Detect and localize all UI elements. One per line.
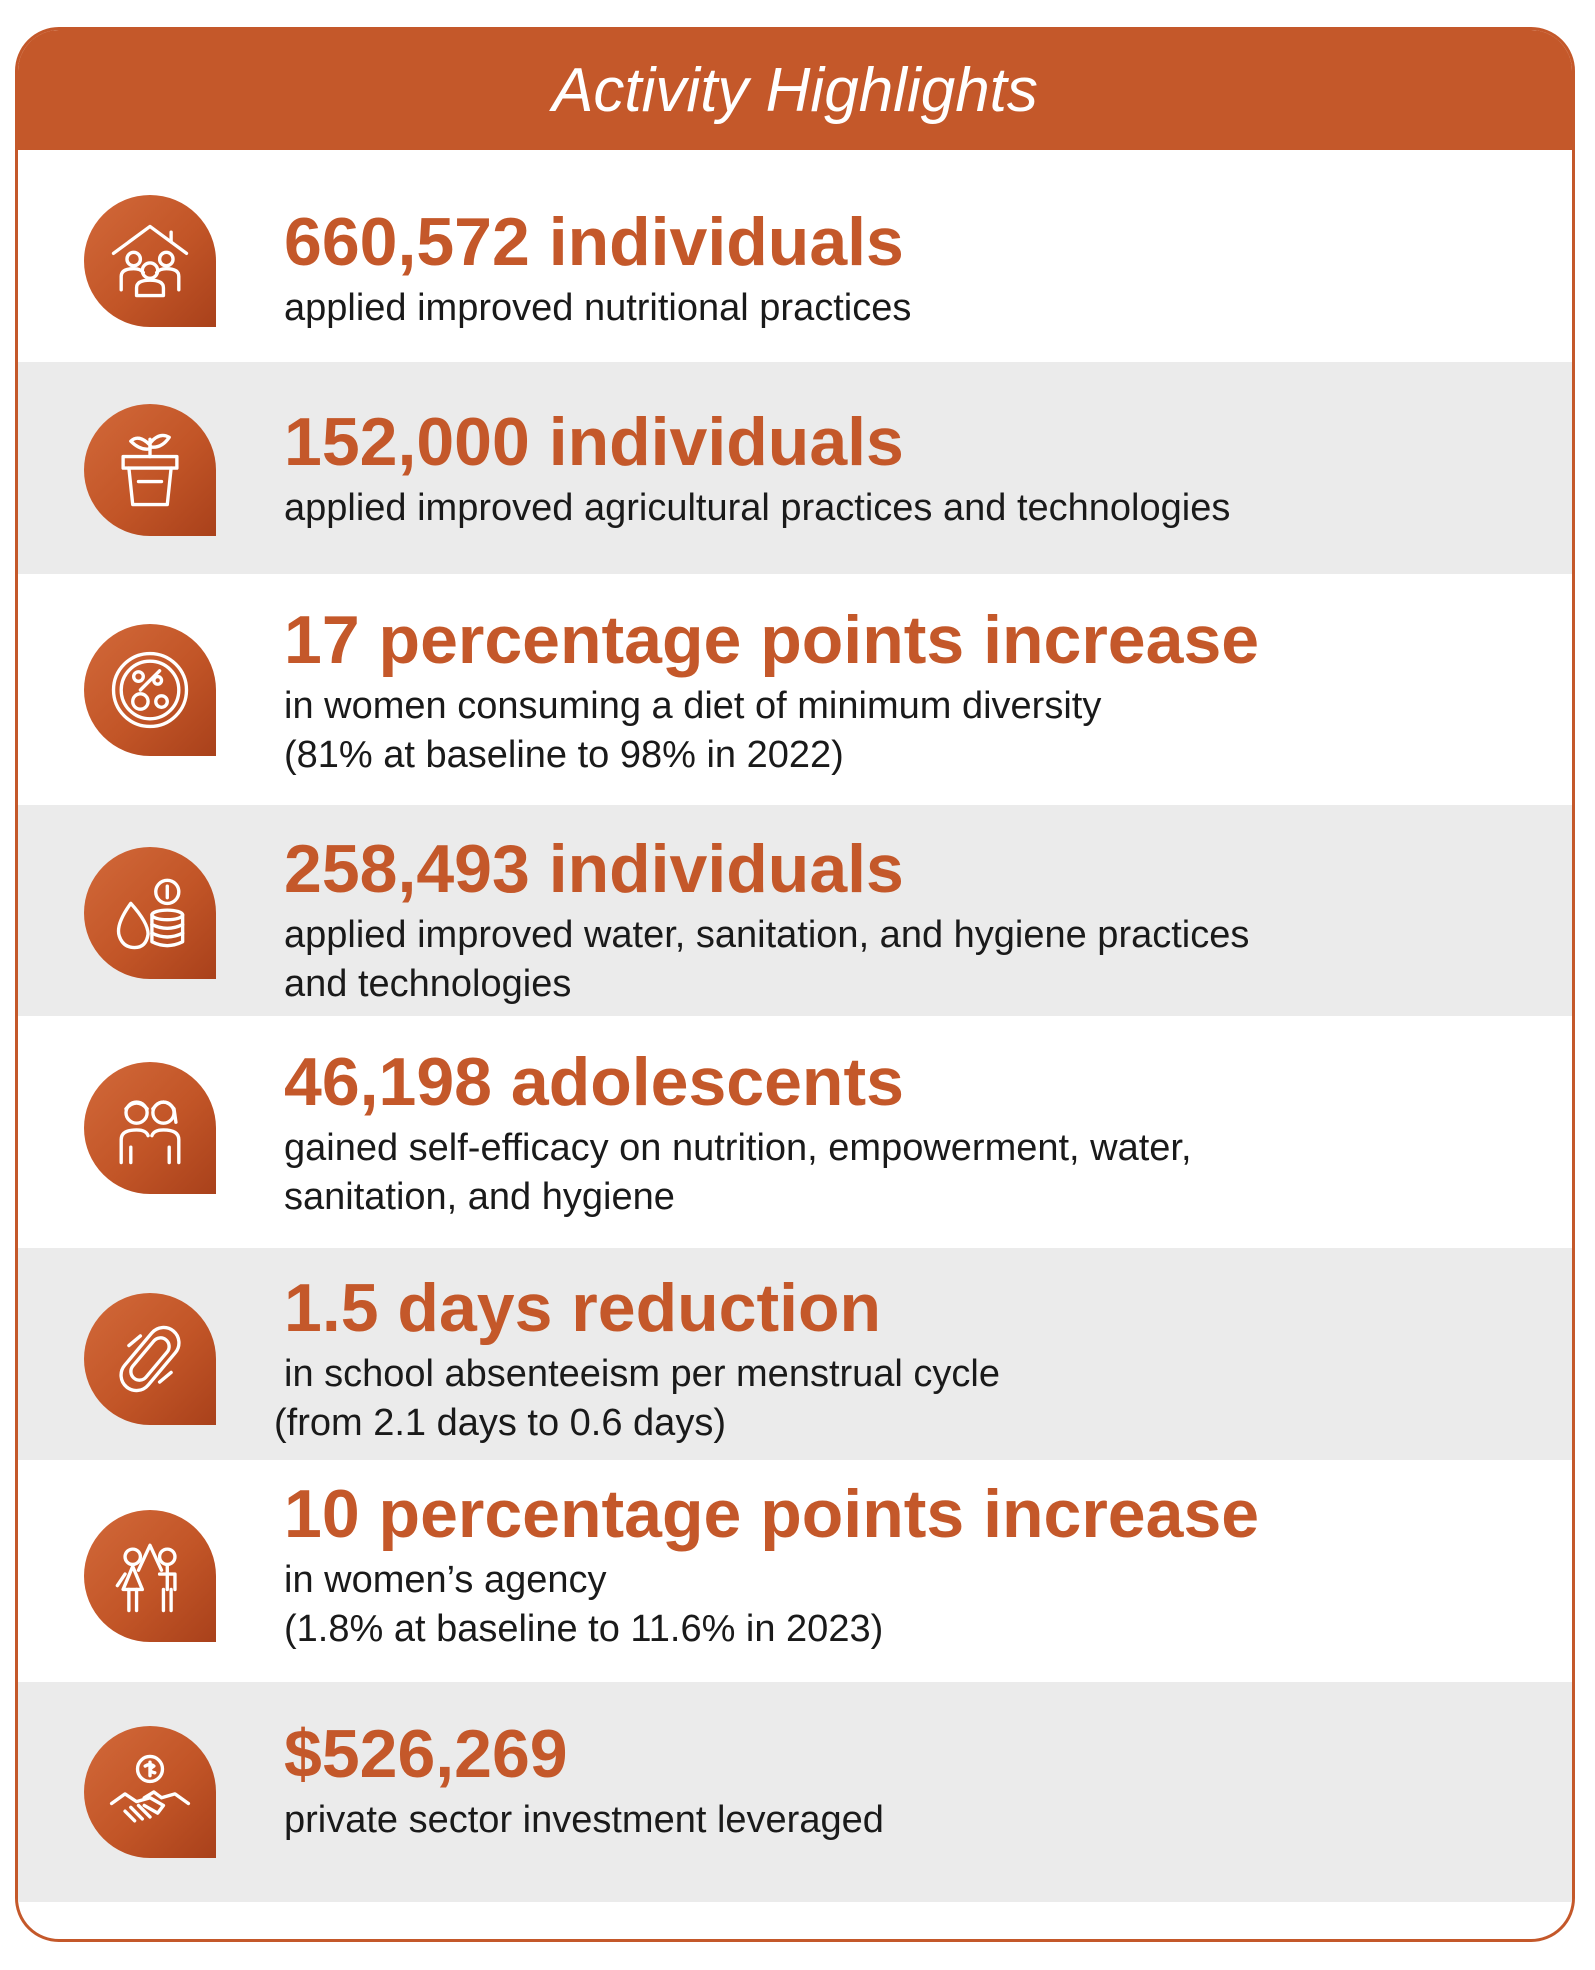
man-woman-high-five-icon (84, 1510, 216, 1642)
highlight-description: applied improved water, sanitation, and … (284, 914, 1250, 1005)
highlight-row: 660,572 individuals applied improved nut… (18, 150, 1572, 362)
highlight-stat: 17 percentage points increase (284, 602, 1260, 678)
adolescents-icon (84, 1062, 216, 1194)
highlight-row: 1.5 days reduction in school absenteeism… (18, 1248, 1572, 1460)
household-family-icon (84, 195, 216, 327)
highlight-stat: 660,572 individuals (284, 204, 904, 280)
card-title: Activity Highlights (552, 55, 1038, 125)
highlight-stat: 10 percentage points increase (284, 1476, 1260, 1552)
highlight-description: applied improved nutritional practices (284, 287, 912, 329)
handshake-dollar-icon (84, 1726, 216, 1858)
highlight-description: in women’s agency (1.8% at baseline to 1… (284, 1559, 884, 1650)
highlight-stat: $526,269 (284, 1716, 568, 1792)
highlight-description: in women consuming a diet of minimum div… (284, 685, 1102, 776)
highlight-row: 17 percentage points increase in women c… (18, 574, 1572, 805)
water-drop-coins-icon (84, 847, 216, 979)
highlight-row: 10 percentage points increase in women’s… (18, 1460, 1572, 1682)
highlight-description: applied improved agricultural practices … (284, 487, 1231, 529)
diverse-food-plate-icon (84, 624, 216, 756)
highlight-stat: 258,493 individuals (284, 831, 904, 907)
potted-seedling-icon (84, 404, 216, 536)
highlight-row: 152,000 individuals applied improved agr… (18, 362, 1572, 574)
card-header: Activity Highlights (18, 30, 1572, 150)
highlight-stat: 46,198 adolescents (284, 1044, 904, 1120)
highlight-row: 258,493 individuals applied improved wat… (18, 805, 1572, 1016)
highlight-row: $526,269 private sector investment lever… (18, 1682, 1572, 1902)
activity-highlights-card: Activity Highlights 660,572 individuals … (15, 27, 1575, 1942)
highlight-description: private sector investment leveraged (284, 1799, 884, 1841)
highlight-stat: 152,000 individuals (284, 404, 904, 480)
highlight-description: in school absenteeism per menstrual cycl… (274, 1353, 1001, 1444)
highlight-description: gained self-efficacy on nutrition, empow… (284, 1127, 1192, 1218)
highlight-stat: 1.5 days reduction (284, 1270, 882, 1346)
sanitary-pad-icon (84, 1293, 216, 1425)
highlight-row: 46,198 adolescents gained self-efficacy … (18, 1016, 1572, 1248)
